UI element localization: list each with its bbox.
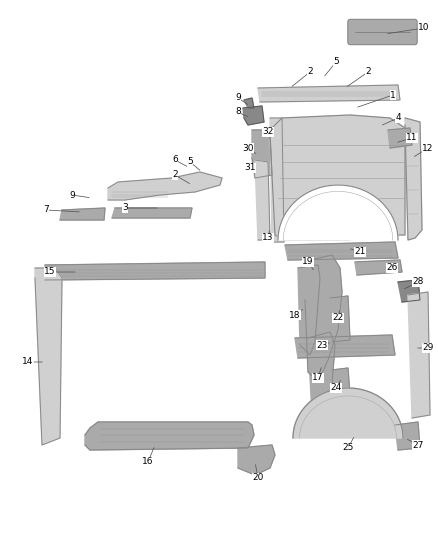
Text: 5: 5 xyxy=(187,157,193,166)
Text: 26: 26 xyxy=(386,263,398,272)
Polygon shape xyxy=(45,262,265,280)
Polygon shape xyxy=(258,85,400,102)
Text: 23: 23 xyxy=(316,341,328,350)
Polygon shape xyxy=(388,128,412,148)
Text: 1: 1 xyxy=(390,91,396,100)
Text: 9: 9 xyxy=(69,190,75,199)
Text: 18: 18 xyxy=(289,311,301,319)
Polygon shape xyxy=(305,255,342,382)
Text: 24: 24 xyxy=(330,384,342,392)
Text: 22: 22 xyxy=(332,313,344,322)
Text: 10: 10 xyxy=(418,23,430,33)
Text: 28: 28 xyxy=(412,278,424,287)
Text: 29: 29 xyxy=(422,343,434,352)
Polygon shape xyxy=(355,260,402,275)
Polygon shape xyxy=(395,422,420,450)
Polygon shape xyxy=(238,445,275,475)
Polygon shape xyxy=(295,335,395,358)
Polygon shape xyxy=(243,106,264,125)
Text: 3: 3 xyxy=(122,204,128,213)
Polygon shape xyxy=(293,388,403,438)
Text: 27: 27 xyxy=(412,440,424,449)
Polygon shape xyxy=(60,208,105,220)
Text: 2: 2 xyxy=(307,68,313,77)
Polygon shape xyxy=(85,422,254,450)
Text: 12: 12 xyxy=(422,143,434,152)
Text: 25: 25 xyxy=(343,443,354,453)
Text: 32: 32 xyxy=(262,127,274,136)
Polygon shape xyxy=(285,242,398,260)
Polygon shape xyxy=(255,160,270,240)
Polygon shape xyxy=(270,118,284,242)
Polygon shape xyxy=(270,115,405,240)
Polygon shape xyxy=(252,130,272,178)
Text: 11: 11 xyxy=(406,133,418,142)
Text: 5: 5 xyxy=(333,58,339,67)
Text: 21: 21 xyxy=(354,247,366,256)
Text: 30: 30 xyxy=(242,143,254,152)
Polygon shape xyxy=(408,292,430,418)
Text: 20: 20 xyxy=(252,473,264,482)
FancyBboxPatch shape xyxy=(348,19,417,45)
Text: 16: 16 xyxy=(142,457,154,466)
Text: 7: 7 xyxy=(43,206,49,214)
Text: 19: 19 xyxy=(302,257,314,266)
Text: 15: 15 xyxy=(44,268,56,277)
Polygon shape xyxy=(244,98,254,108)
Text: 14: 14 xyxy=(22,358,34,367)
Text: 9: 9 xyxy=(235,93,241,102)
Polygon shape xyxy=(278,185,398,240)
Polygon shape xyxy=(332,368,350,396)
Polygon shape xyxy=(112,208,192,218)
Polygon shape xyxy=(398,280,420,302)
Text: 2: 2 xyxy=(365,68,371,77)
Polygon shape xyxy=(298,265,320,355)
Polygon shape xyxy=(35,268,62,445)
Text: 8: 8 xyxy=(235,108,241,117)
Text: 2: 2 xyxy=(172,171,178,180)
Text: 31: 31 xyxy=(244,164,256,173)
Text: 13: 13 xyxy=(262,233,274,243)
Text: 6: 6 xyxy=(172,156,178,165)
Text: 4: 4 xyxy=(395,114,401,123)
Text: 17: 17 xyxy=(312,374,324,383)
Polygon shape xyxy=(308,332,335,422)
Polygon shape xyxy=(330,296,350,342)
Polygon shape xyxy=(108,172,222,200)
Polygon shape xyxy=(405,118,422,240)
